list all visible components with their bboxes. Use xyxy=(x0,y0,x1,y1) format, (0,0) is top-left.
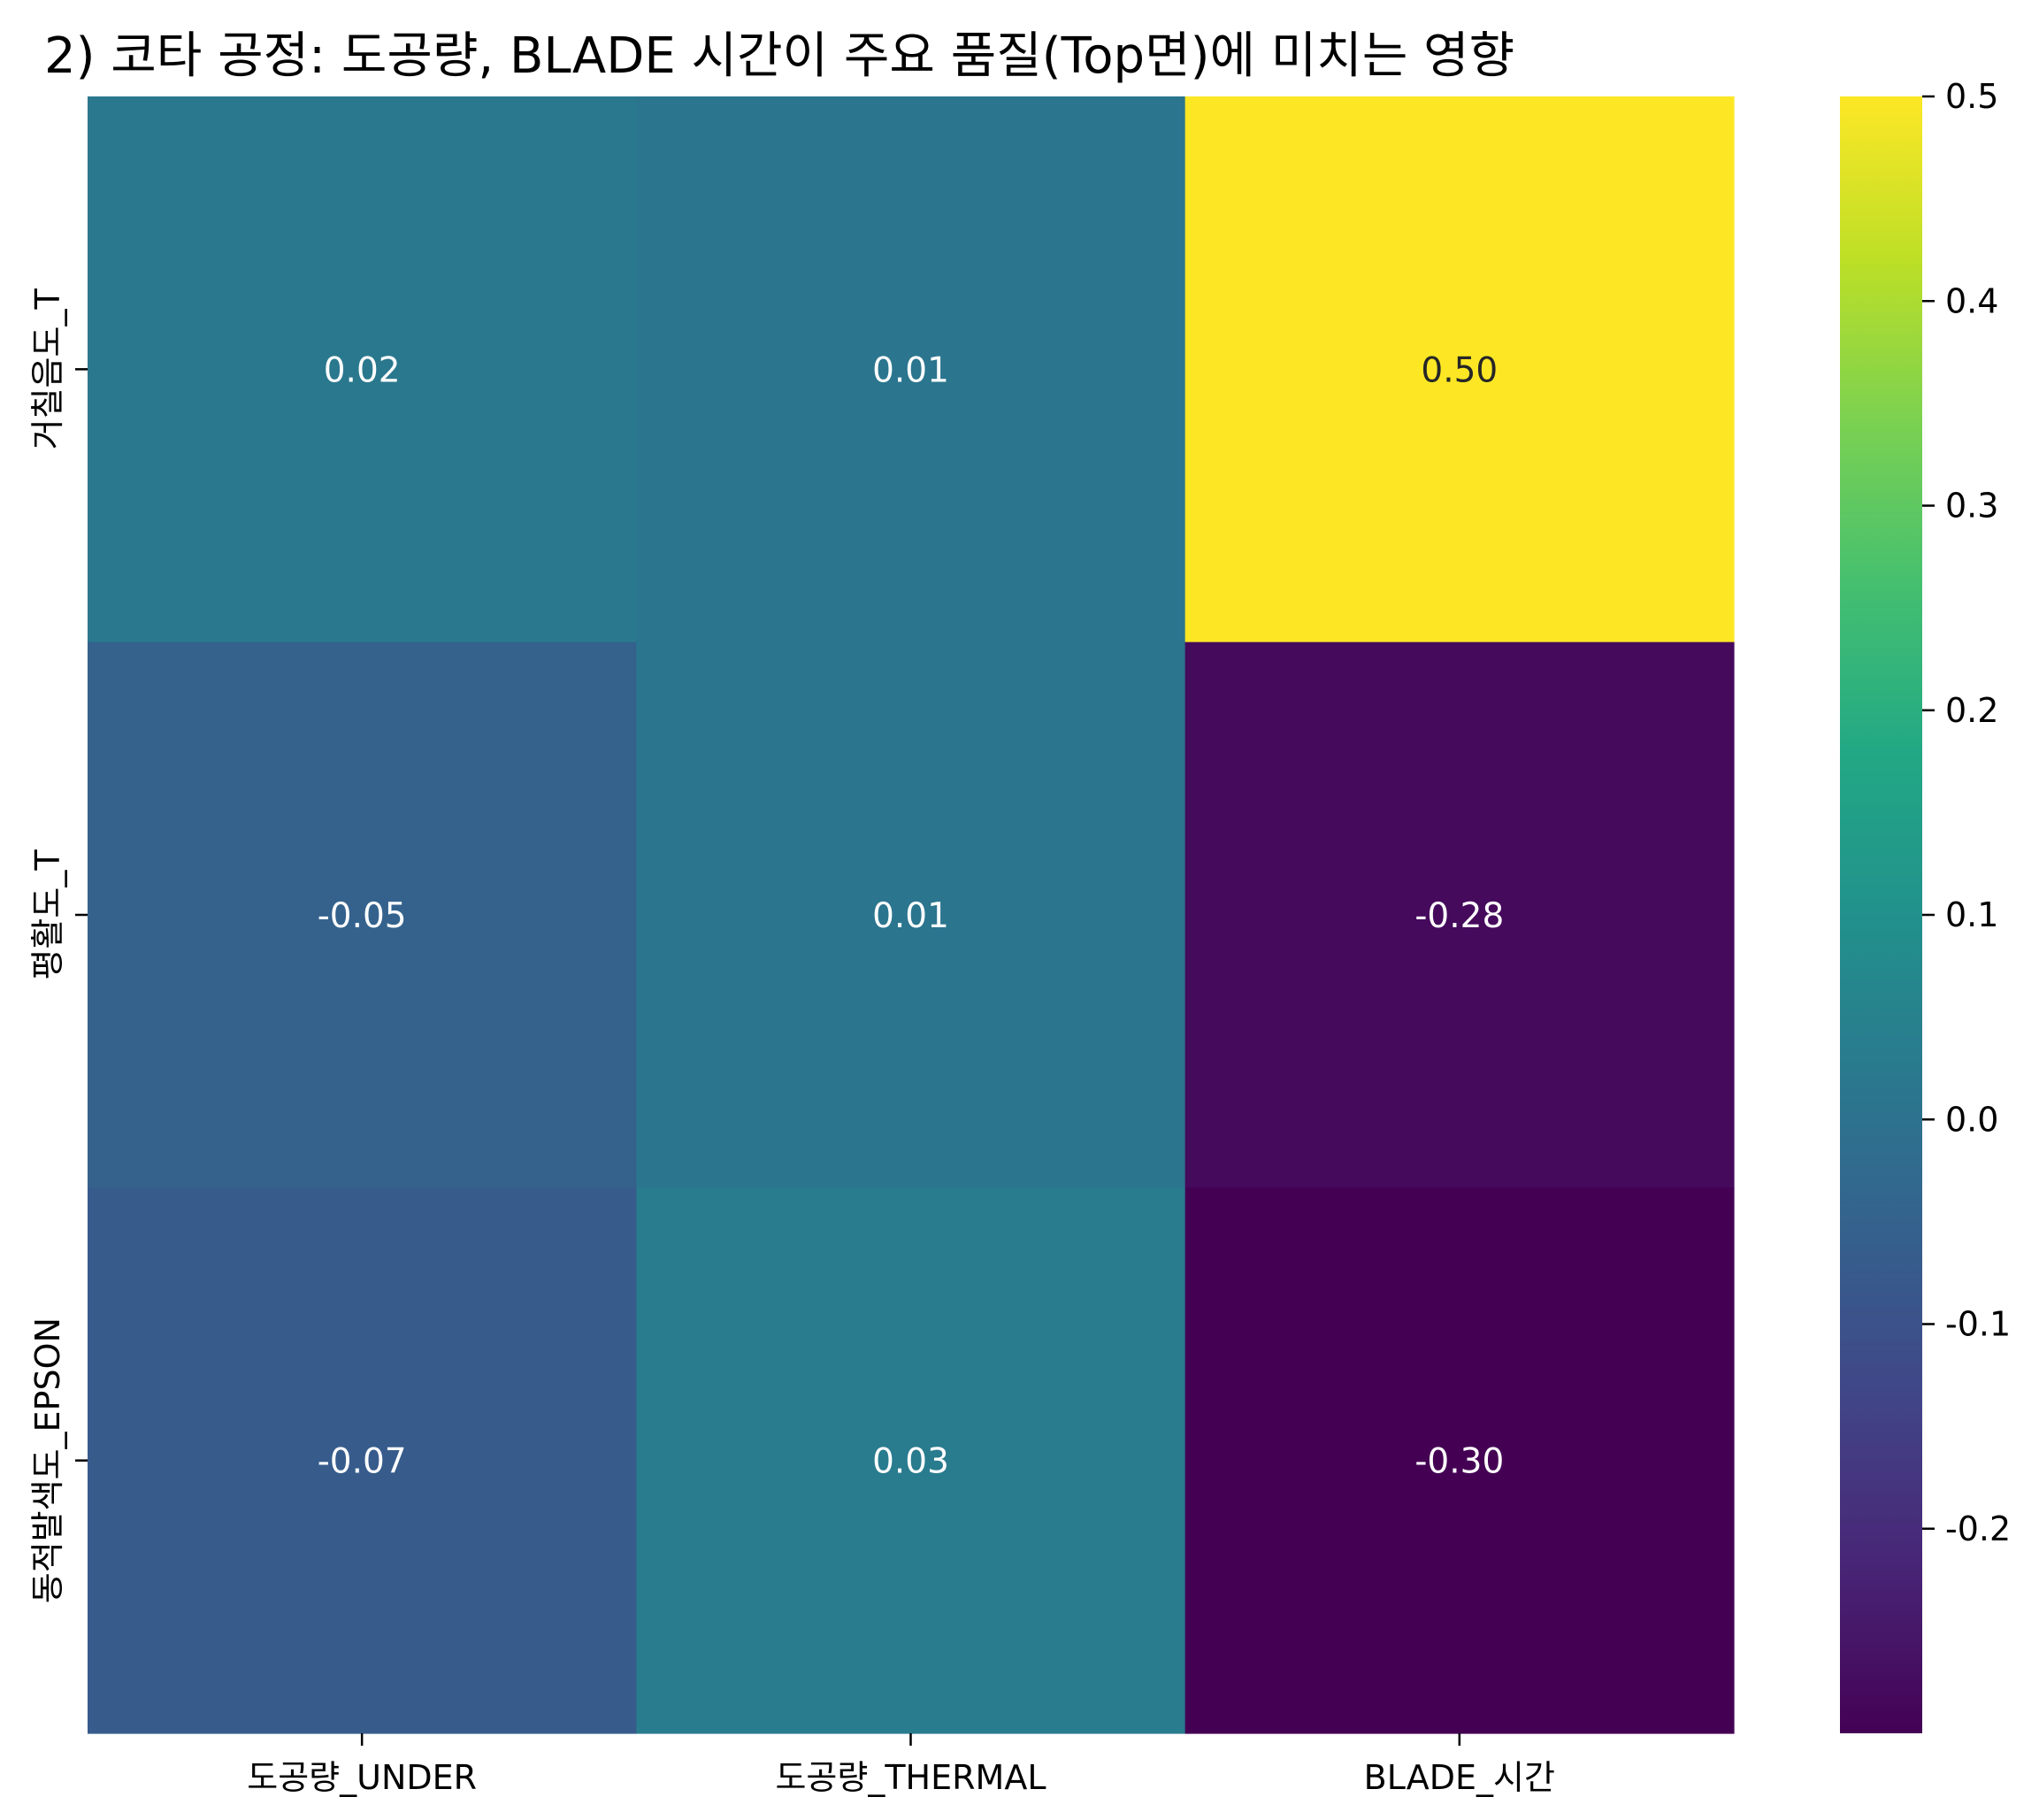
cell-value-label: 0.50 xyxy=(1421,350,1498,390)
heatmap-cell-labels: 0.02 0.01 0.50 -0.05 0.01 -0.28 -0.07 0.03 -0.30 xyxy=(318,350,1505,1481)
heatmap-cell xyxy=(88,1187,637,1734)
colorbar-tick-label: -0.1 xyxy=(1945,1305,2011,1344)
y-tick-label: 거칠음도_T xyxy=(28,288,67,450)
heatmap-cell xyxy=(636,641,1186,1188)
y-tick-label: 동적발색도_EPSON xyxy=(28,1317,67,1603)
x-axis: 도공량_UNDER 도공량_THERMAL BLADE_시간 xyxy=(247,1733,1555,1797)
x-tick-label: 도공량_THERMAL xyxy=(775,1758,1046,1797)
colorbar-tick-label: 0.3 xyxy=(1945,487,1998,526)
cell-value-label: 0.01 xyxy=(872,350,949,390)
heatmap-cell xyxy=(636,1187,1186,1734)
colorbar-tick-label: 0.4 xyxy=(1945,281,1998,320)
heatmap-cell xyxy=(88,96,637,643)
cell-value-label: -0.30 xyxy=(1414,1442,1504,1482)
colorbar-tick-label: 0.1 xyxy=(1945,895,1998,934)
heatmap-cells xyxy=(88,96,1735,1734)
y-tick-label: 평활도_T xyxy=(28,849,67,980)
cell-value-label: 0.02 xyxy=(324,350,401,390)
heatmap-cell xyxy=(636,96,1186,643)
cell-value-label: -0.05 xyxy=(318,896,407,936)
colorbar-tick-label: 0.0 xyxy=(1945,1100,1998,1139)
colorbar-tick-label: 0.5 xyxy=(1945,77,1998,116)
heatmap-cell xyxy=(1184,1187,1735,1734)
y-axis: 거칠음도_T 평활도_T 동적발색도_EPSON xyxy=(28,288,88,1603)
cell-value-label: 0.03 xyxy=(872,1442,949,1482)
heatmap-cell xyxy=(1184,96,1735,643)
heatmap-cell xyxy=(88,641,637,1188)
cell-value-label: -0.07 xyxy=(318,1442,407,1482)
x-tick-label: BLADE_시간 xyxy=(1364,1758,1555,1797)
cell-value-label: -0.28 xyxy=(1414,896,1504,936)
x-tick-label: 도공량_UNDER xyxy=(247,1758,477,1797)
colorbar-tick-label: -0.2 xyxy=(1945,1509,2011,1548)
cell-value-label: 0.01 xyxy=(872,896,949,936)
chart-title: 2) 코타 공정: 도공량, BLADE 시간이 주요 품질(Top면)에 미치… xyxy=(44,27,1514,85)
colorbar-gradient xyxy=(1840,96,1922,1733)
colorbar: 0.5 0.4 0.3 0.2 0.1 0.0 -0.1 -0.2 xyxy=(1840,77,2011,1733)
colorbar-tick-label: 0.2 xyxy=(1945,691,1998,730)
heatmap-cell xyxy=(1184,641,1735,1188)
